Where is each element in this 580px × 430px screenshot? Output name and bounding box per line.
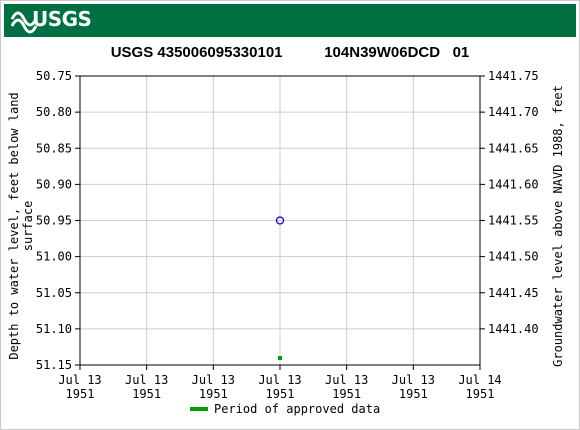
usgs-logo-icon	[10, 11, 38, 34]
approved-period-marker	[278, 356, 282, 360]
right-tick-label: 1441.55	[488, 214, 539, 228]
x-tick-label-year: 1951	[266, 387, 295, 400]
legend-swatch	[190, 407, 208, 411]
usgs-banner: USGS	[4, 4, 576, 37]
x-tick-label-year: 1951	[466, 387, 495, 400]
right-tick-label: 1441.75	[488, 69, 539, 83]
right-tick-label: 1441.60	[488, 177, 539, 191]
left-tick-label: 51.15	[36, 358, 72, 372]
chart-svg: 50.75 50.80 50.85 50.90 50.95 51.00 51.05 51.10…	[7, 69, 565, 400]
legend-label: Period of approved data	[214, 402, 381, 416]
left-tick-label: 50.85	[36, 141, 72, 155]
measurement-point	[275, 216, 285, 225]
right-tick-label: 1441.50	[488, 250, 539, 264]
x-tick-label-year: 1951	[332, 387, 361, 400]
right-axis-label: Groundwater level above NAVD 1988, feet	[551, 85, 565, 367]
data-marks	[275, 216, 285, 360]
x-tick-label-date: Jul 13	[58, 373, 101, 387]
right-axis-ticks: 1441.75 1441.70 1441.65 1441.60 1441.55 1441.…	[480, 69, 539, 336]
x-tick-label-date: Jul 13	[192, 373, 235, 387]
usgs-logo-text: USGS	[32, 7, 92, 31]
x-tick-label-date: Jul 13	[392, 373, 435, 387]
x-tick-label-year: 1951	[199, 387, 228, 400]
right-tick-label: 1441.65	[488, 141, 539, 155]
x-tick-label-year: 1951	[132, 387, 161, 400]
grid	[79, 75, 481, 366]
x-tick-label-date: Jul 13	[125, 373, 168, 387]
x-tick-label-date: Jul 14	[458, 373, 501, 387]
left-axis-label-line1: Depth to water level, feet below land	[7, 92, 21, 359]
right-tick-label: 1441.70	[488, 105, 539, 119]
chart-title: USGS 435006095330101 104N39W06DCD 01	[0, 44, 580, 61]
left-tick-label: 50.80	[36, 105, 72, 119]
x-tick-label-year: 1951	[66, 387, 95, 400]
left-tick-label: 51.10	[36, 322, 72, 336]
left-tick-label: 51.05	[36, 286, 72, 300]
left-tick-label: 50.95	[36, 214, 72, 228]
x-tick-label-date: Jul 13	[258, 373, 301, 387]
right-tick-label: 1441.40	[488, 322, 539, 336]
left-tick-label: 50.90	[36, 177, 72, 191]
x-tick-label-year: 1951	[399, 387, 428, 400]
left-tick-label: 50.75	[36, 69, 72, 83]
local-site-id: 104N39W06DCD 01	[324, 44, 470, 61]
left-axis-ticks: 50.75 50.80 50.85 50.90 50.95 51.00 51.05 51.10…	[36, 69, 80, 372]
site-number: USGS 435006095330101	[110, 44, 283, 61]
left-axis-label-line2: surface	[21, 201, 35, 252]
x-tick-label-date: Jul 13	[325, 373, 368, 387]
left-tick-label: 51.00	[36, 250, 72, 264]
right-tick-label: 1441.45	[488, 286, 539, 300]
